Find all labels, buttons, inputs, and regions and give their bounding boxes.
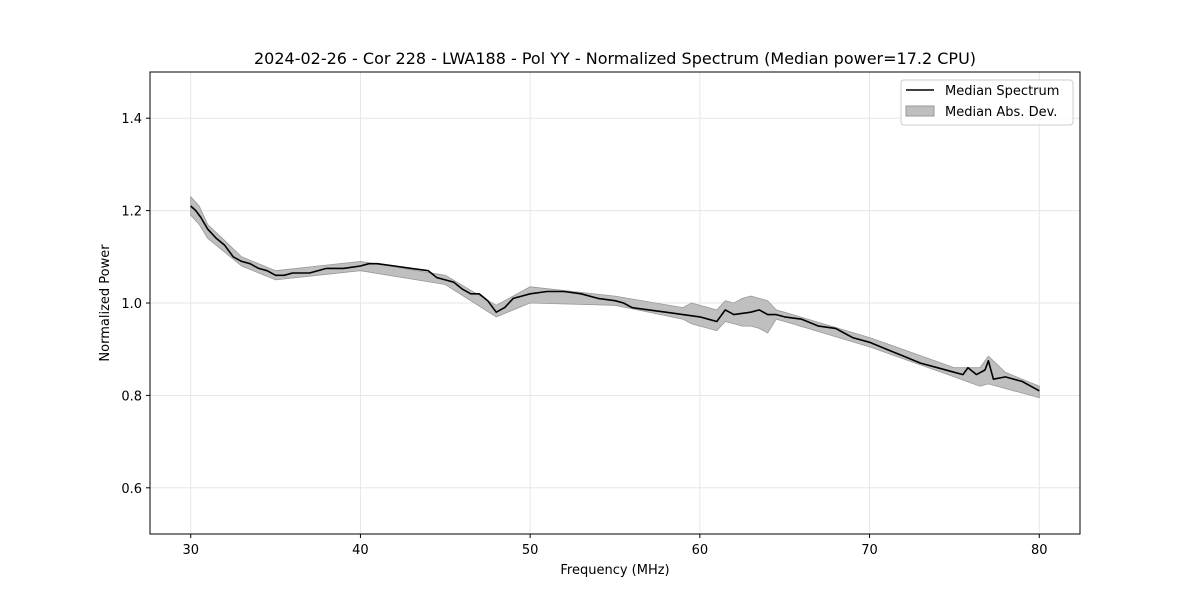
- y-tick-label: 1.0: [121, 297, 142, 312]
- y-axis-ticks: 0.6 0.8 1.0 1.2 1.4: [121, 112, 150, 497]
- y-tick-label: 0.8: [121, 389, 142, 404]
- x-tick-label: 30: [182, 543, 199, 558]
- x-tick-label: 60: [692, 543, 709, 558]
- median-abs-dev-band: [190, 195, 1040, 399]
- legend-label-median-abs-dev: Median Abs. Dev.: [945, 105, 1057, 120]
- mad-band-layer: [190, 195, 1040, 399]
- x-tick-label: 80: [1031, 543, 1048, 558]
- legend-box: [900, 79, 1074, 126]
- legend-band-swatch: [905, 105, 935, 117]
- median-line-layer: [190, 205, 1040, 392]
- x-tick-label: 70: [861, 543, 878, 558]
- y-tick-label: 1.4: [121, 112, 142, 127]
- median-spectrum-line: [190, 205, 1040, 392]
- y-axis-label: Normalized Power: [98, 244, 113, 362]
- x-tick-label: 40: [352, 543, 369, 558]
- chart-title: 2024-02-26 - Cor 228 - LWA188 - Pol YY -…: [254, 49, 976, 68]
- y-tick-label: 0.6: [121, 482, 142, 497]
- x-axis-label: Frequency (MHz): [560, 563, 669, 578]
- x-tick-label: 50: [522, 543, 539, 558]
- x-axis-ticks: 30 40 50 60 70 80: [182, 534, 1048, 558]
- legend: Median Spectrum Median Abs. Dev.: [900, 79, 1074, 126]
- legend-label-median-spectrum: Median Spectrum: [945, 84, 1059, 99]
- y-tick-label: 1.2: [121, 205, 142, 220]
